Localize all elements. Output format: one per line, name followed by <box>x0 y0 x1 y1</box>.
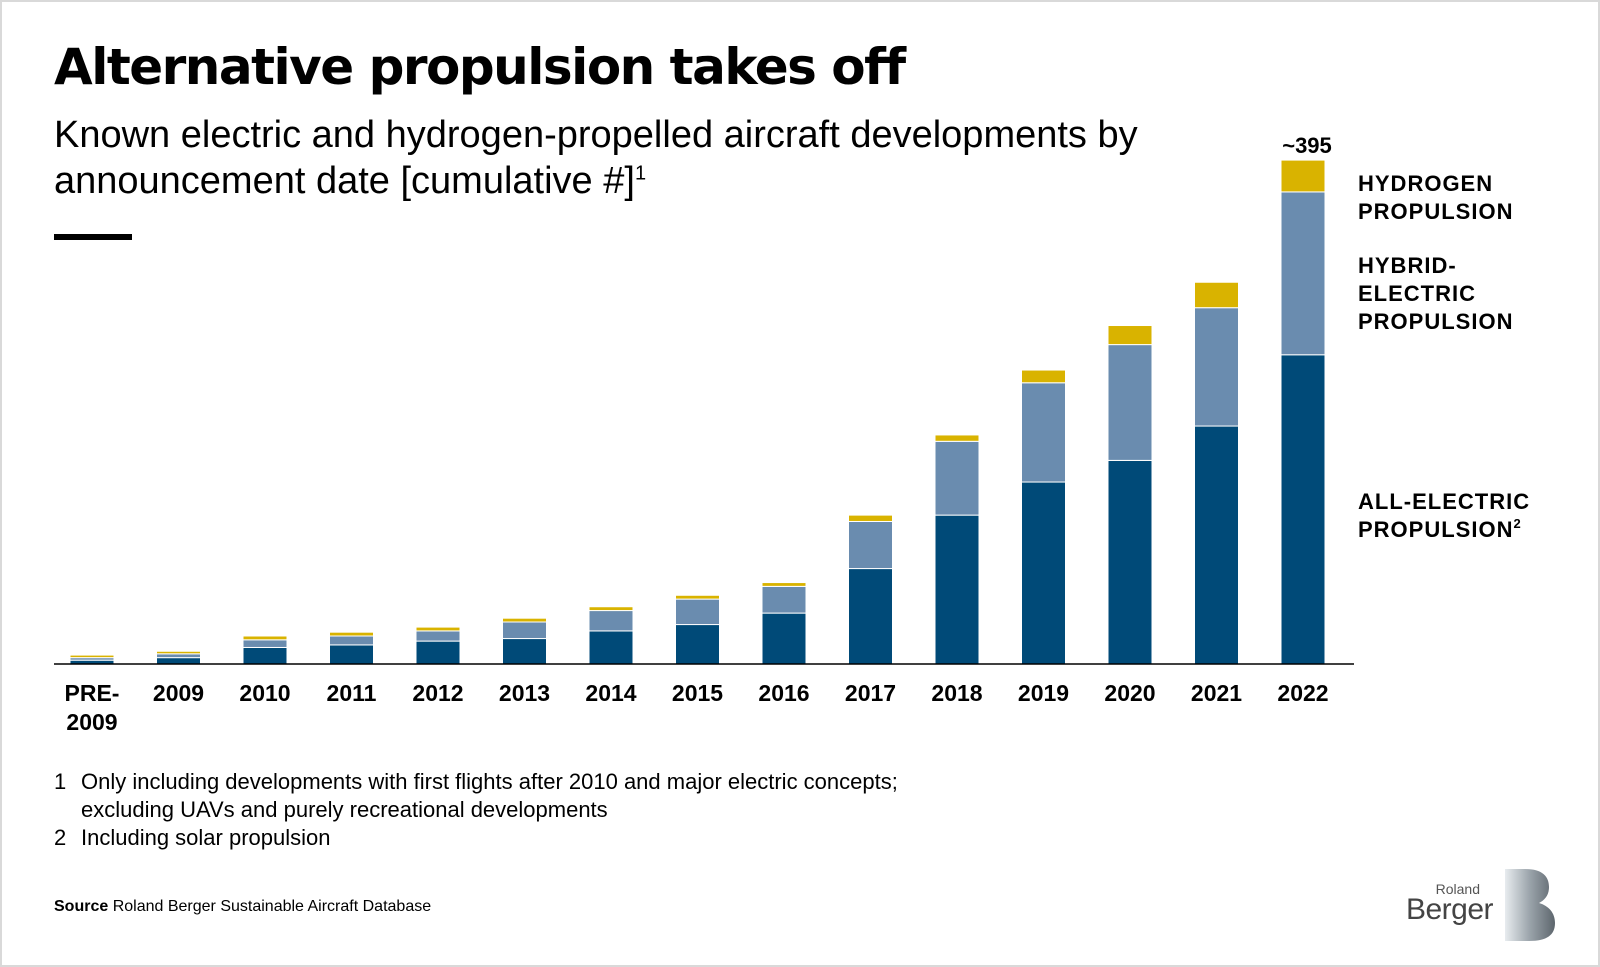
bar-segment <box>1021 481 1066 665</box>
bar-segment <box>1107 344 1153 461</box>
x-tick-label: 2015 <box>672 680 723 706</box>
x-tick-label: 2020 <box>1104 680 1155 706</box>
title-accent-bar <box>54 234 132 240</box>
x-tick-label: 2010 <box>239 680 290 706</box>
legend-label: PROPULSION2 <box>1358 516 1522 542</box>
logo-text-roland: Roland <box>1435 881 1480 897</box>
x-tick-label: PRE- <box>65 680 120 706</box>
bar-total-label: ~395 <box>1282 133 1332 158</box>
bar-segment <box>329 631 374 637</box>
bar-segment <box>675 624 720 665</box>
roland-berger-logo: Roland Berger <box>1395 865 1555 945</box>
bar-segment <box>675 594 720 600</box>
bar-segment <box>329 644 374 665</box>
bar-segment <box>761 585 807 614</box>
bar-segment <box>156 650 201 655</box>
bar-segment <box>1021 382 1066 483</box>
x-tick-label: 2011 <box>327 680 377 706</box>
legend-label: PROPULSION <box>1358 309 1513 334</box>
bar-segment <box>1107 459 1153 665</box>
logo-b-mark-icon <box>1505 869 1555 941</box>
legend-label: PROPULSION <box>1358 199 1513 224</box>
source-label: Source <box>54 898 109 915</box>
bar-segment <box>934 440 980 516</box>
x-tick-label: 2013 <box>499 680 550 706</box>
footnote-number: 2 <box>54 825 67 850</box>
footnote-number: 1 <box>54 769 67 794</box>
bar-segment <box>848 520 893 570</box>
x-tick-label: 2022 <box>1277 680 1328 706</box>
bar-segment <box>415 640 461 665</box>
legend-label: HYBRID- <box>1358 253 1457 278</box>
bar-segment <box>1280 354 1326 665</box>
bar-segment <box>761 582 807 587</box>
x-tick-label: 2018 <box>931 680 982 706</box>
footnote-2: 2 Including solar propulsion <box>54 824 981 852</box>
logo-text-berger: Berger <box>1405 893 1494 926</box>
source-note: Source Roland Berger Sustainable Aircraf… <box>54 898 431 916</box>
footnote-1: 1 Only including developments with first… <box>54 768 981 824</box>
stacked-bar-chart: PRE- 2009 2009 2010 2011 2012 2013 2014 2015 2016… <box>54 133 1530 735</box>
bar-segment <box>848 568 893 665</box>
bar-segment <box>848 514 893 522</box>
bar-segment <box>329 635 374 646</box>
x-tick-label: 2016 <box>758 680 809 706</box>
legend-footnote-marker: 2 <box>1513 516 1521 531</box>
bar-segment <box>242 635 288 641</box>
bar-segment <box>502 621 547 640</box>
bar-segment <box>761 612 807 665</box>
x-tick-label: 2014 <box>585 680 636 706</box>
bar-segment <box>69 654 115 659</box>
bar-segment <box>1107 325 1153 346</box>
page-title: Alternative propulsion takes off <box>54 38 906 96</box>
legend-label: ALL-ELECTRIC <box>1358 489 1530 514</box>
x-tick-label: 2019 <box>1018 680 1069 706</box>
bar-segment <box>242 646 288 665</box>
footnotes: 1 Only including developments with first… <box>54 768 981 852</box>
legend-label: HYDROGEN <box>1358 171 1493 196</box>
bar-segment <box>1194 425 1239 665</box>
bar-segment <box>588 630 634 665</box>
bar-segment <box>415 630 461 642</box>
source-text: Roland Berger Sustainable Aircraft Datab… <box>112 898 432 915</box>
bar-segment <box>1194 307 1239 427</box>
bar-segment <box>502 617 547 623</box>
footnote-text: Only including developments with first f… <box>81 769 898 822</box>
footnote-text: Including solar propulsion <box>81 825 331 850</box>
bar-segment <box>242 639 288 648</box>
chart-subtitle: Known electric and hydrogen-propelled ai… <box>54 112 1154 204</box>
subtitle-text: Known electric and hydrogen-propelled ai… <box>54 114 1138 202</box>
bar-segment <box>156 653 201 659</box>
bar-segment <box>1194 281 1239 309</box>
bar-segment <box>1280 191 1326 356</box>
bar-segment <box>934 514 980 665</box>
x-tick-label: 2009 <box>66 709 117 735</box>
x-tick-label: 2021 <box>1191 680 1242 706</box>
bar-segment <box>156 657 201 665</box>
bar-segment <box>934 434 980 442</box>
x-tick-label: 2017 <box>845 680 896 706</box>
bar-segment <box>415 626 461 632</box>
bar-segment <box>675 598 720 626</box>
bar-segment <box>502 638 547 665</box>
subtitle-footnote-marker: 1 <box>634 162 647 185</box>
x-tick-label: 2009 <box>153 680 204 706</box>
x-tick-label: 2012 <box>412 680 463 706</box>
bar-segment <box>1280 159 1326 193</box>
legend-label: ELECTRIC <box>1358 281 1476 306</box>
bar-segment <box>588 606 634 612</box>
bar-segment <box>588 610 634 632</box>
bar-segment <box>1021 369 1066 384</box>
